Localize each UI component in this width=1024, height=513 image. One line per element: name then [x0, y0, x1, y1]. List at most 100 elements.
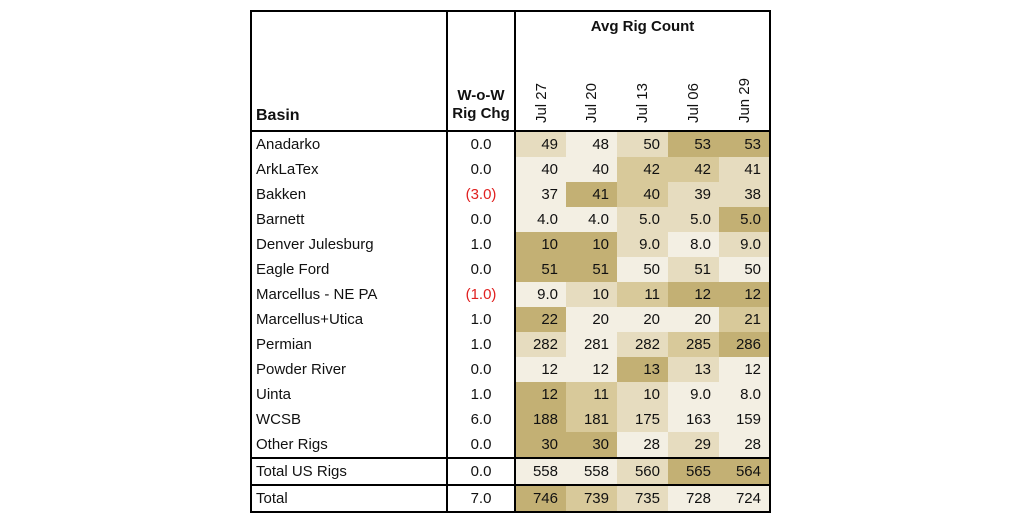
basin-header: Basin — [251, 11, 448, 132]
rig-count-cell: 50 — [617, 257, 668, 282]
wow-change-value: 1.0 — [447, 382, 516, 407]
wow-change-value: 6.0 — [447, 407, 516, 432]
rig-count-cell: 9.0 — [515, 282, 566, 307]
rig-count-cell: 21 — [719, 307, 770, 332]
rig-count-cell: 4.0 — [515, 207, 566, 232]
rig-count-cell: 40 — [515, 157, 566, 182]
basin-name: Barnett — [251, 207, 448, 232]
rig-count-cell: 5.0 — [617, 207, 668, 232]
table-row: Other Rigs 0.0 30 30 28 29 28 — [251, 432, 770, 458]
wow-change-value: 1.0 — [447, 307, 516, 332]
wow-change-value: 7.0 — [447, 484, 516, 512]
date-column-header: Jul 13 — [617, 40, 668, 132]
rig-count-cell: 175 — [617, 407, 668, 432]
rig-count-cell: 12 — [668, 282, 719, 307]
basin-name: Uinta — [251, 382, 448, 407]
rig-count-cell: 9.0 — [617, 232, 668, 257]
basin-name: Marcellus+Utica — [251, 307, 448, 332]
wow-change-value: 0.0 — [447, 207, 516, 232]
wow-change-value: (1.0) — [447, 282, 516, 307]
date-label: Jun 29 — [735, 77, 753, 123]
rig-count-cell: 560 — [617, 457, 668, 485]
rig-count-cell: 739 — [566, 484, 617, 512]
rig-count-cell: 565 — [668, 457, 719, 485]
table-row: Denver Julesburg 1.0 10 10 9.0 8.0 9.0 — [251, 232, 770, 257]
wow-change-value: 1.0 — [447, 232, 516, 257]
wow-change-header-line1: W-o-W — [457, 86, 505, 104]
rig-count-cell: 5.0 — [719, 207, 770, 232]
table-row: Barnett 0.0 4.0 4.0 5.0 5.0 5.0 — [251, 207, 770, 232]
rig-count-cell: 8.0 — [668, 232, 719, 257]
basin-name: ArkLaTex — [251, 157, 448, 182]
table-row: WCSB 6.0 188 181 175 163 159 — [251, 407, 770, 432]
basin-name: Bakken — [251, 182, 448, 207]
date-label: Jul 27 — [532, 82, 550, 123]
table-row: Uinta 1.0 12 11 10 9.0 8.0 — [251, 382, 770, 407]
table-row: Marcellus - NE PA (1.0) 9.0 10 11 12 12 — [251, 282, 770, 307]
rig-count-cell: 10 — [515, 232, 566, 257]
wow-change-header-line2: Rig Chg — [452, 105, 510, 123]
rig-count-cell: 11 — [617, 282, 668, 307]
date-label: Jul 13 — [634, 82, 651, 123]
date-label: Jul 20 — [583, 82, 600, 123]
rig-count-table: Basin W-o-W Rig Chg Avg Rig Count Jul 27… — [250, 10, 771, 513]
wow-change-value: 0.0 — [447, 457, 516, 485]
basin-name: Permian — [251, 332, 448, 357]
table-row: Powder River 0.0 12 12 13 13 12 — [251, 357, 770, 382]
basin-name: WCSB — [251, 407, 448, 432]
table-row: ArkLaTex 0.0 40 40 42 42 41 — [251, 157, 770, 182]
basin-name: Other Rigs — [251, 432, 448, 458]
rig-count-cell: 50 — [719, 257, 770, 282]
table-row: Anadarko 0.0 49 48 50 53 53 — [251, 131, 770, 157]
rig-count-cell: 4.0 — [566, 207, 617, 232]
wow-change-value: 0.0 — [447, 357, 516, 382]
rig-count-cell: 39 — [668, 182, 719, 207]
rig-count-cell: 53 — [668, 131, 719, 157]
rig-count-cell: 20 — [617, 307, 668, 332]
rig-count-cell: 22 — [515, 307, 566, 332]
rig-count-cell: 48 — [566, 131, 617, 157]
rig-count-cell: 9.0 — [668, 382, 719, 407]
rig-count-cell: 286 — [719, 332, 770, 357]
date-column-header: Jul 06 — [668, 40, 719, 132]
rig-count-cell: 51 — [515, 257, 566, 282]
wow-change-value: 0.0 — [447, 131, 516, 157]
basin-name: Total US Rigs — [251, 457, 448, 485]
basin-name: Eagle Ford — [251, 257, 448, 282]
rig-count-cell: 13 — [668, 357, 719, 382]
date-column-header: Jul 20 — [566, 40, 617, 132]
wow-change-value: 0.0 — [447, 432, 516, 458]
rig-count-cell: 558 — [566, 457, 617, 485]
rig-count-cell: 42 — [668, 157, 719, 182]
date-label: Jul 06 — [685, 82, 702, 123]
rig-count-cell: 282 — [617, 332, 668, 357]
rig-count-cell: 50 — [617, 131, 668, 157]
rig-count-cell: 181 — [566, 407, 617, 432]
wow-change-header: W-o-W Rig Chg — [447, 11, 516, 132]
rig-count-cell: 163 — [668, 407, 719, 432]
wow-change-value: 1.0 — [447, 332, 516, 357]
rig-count-cell: 12 — [515, 357, 566, 382]
rig-count-cell: 12 — [719, 282, 770, 307]
rig-count-cell: 13 — [617, 357, 668, 382]
wow-change-value: 0.0 — [447, 257, 516, 282]
basin-name: Marcellus - NE PA — [251, 282, 448, 307]
rig-count-cell: 11 — [566, 382, 617, 407]
total-row: Total US Rigs 0.0 558 558 560 565 564 — [251, 457, 770, 485]
rig-count-cell: 42 — [617, 157, 668, 182]
rig-count-cell: 30 — [566, 432, 617, 458]
rig-count-cell: 9.0 — [719, 232, 770, 257]
table-row: Eagle Ford 0.0 51 51 50 51 50 — [251, 257, 770, 282]
rig-count-cell: 12 — [566, 357, 617, 382]
rig-count-cell: 53 — [719, 131, 770, 157]
rig-count-cell: 735 — [617, 484, 668, 512]
rig-count-cell: 49 — [515, 131, 566, 157]
date-column-header: Jun 29 — [719, 40, 770, 132]
rig-count-cell: 20 — [668, 307, 719, 332]
rig-count-cell: 40 — [566, 157, 617, 182]
rig-count-cell: 51 — [668, 257, 719, 282]
rig-count-cell: 10 — [566, 282, 617, 307]
rig-count-cell: 728 — [668, 484, 719, 512]
rig-count-cell: 724 — [719, 484, 770, 512]
rig-count-cell: 10 — [566, 232, 617, 257]
